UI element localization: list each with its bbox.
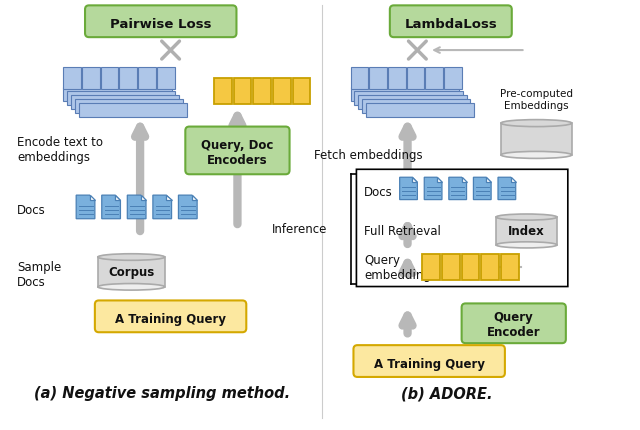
Polygon shape xyxy=(179,196,197,219)
Text: Full Retrieval: Full Retrieval xyxy=(364,225,441,238)
Text: Docs: Docs xyxy=(364,185,393,198)
Bar xyxy=(292,79,310,104)
Text: Query, Doc
Encoders: Query, Doc Encoders xyxy=(201,139,274,167)
Polygon shape xyxy=(153,196,172,219)
Bar xyxy=(461,254,479,280)
FancyBboxPatch shape xyxy=(85,6,236,38)
Text: Pairwise Loss: Pairwise Loss xyxy=(110,18,211,31)
Polygon shape xyxy=(486,178,491,183)
Bar xyxy=(422,254,440,280)
FancyBboxPatch shape xyxy=(95,301,246,332)
Polygon shape xyxy=(76,196,95,219)
Ellipse shape xyxy=(501,120,572,127)
Bar xyxy=(362,99,470,114)
Bar xyxy=(67,92,175,105)
Bar xyxy=(406,68,424,89)
Bar xyxy=(351,88,459,101)
Text: Fetch embeddings: Fetch embeddings xyxy=(314,148,423,162)
Bar xyxy=(234,79,252,104)
Polygon shape xyxy=(166,196,172,201)
Polygon shape xyxy=(127,196,146,219)
Bar xyxy=(355,92,463,105)
Bar xyxy=(351,68,368,89)
Text: (a) Negative sampling method.: (a) Negative sampling method. xyxy=(34,385,290,400)
Polygon shape xyxy=(449,178,467,200)
FancyBboxPatch shape xyxy=(356,170,568,287)
Ellipse shape xyxy=(496,242,557,249)
Bar xyxy=(76,99,184,114)
Bar xyxy=(273,79,291,104)
Text: Sample
Docs: Sample Docs xyxy=(17,260,61,288)
Bar xyxy=(157,68,175,89)
Polygon shape xyxy=(511,178,516,183)
Text: Docs: Docs xyxy=(17,203,46,216)
Bar xyxy=(358,95,467,109)
Polygon shape xyxy=(399,178,417,200)
Text: Pre-computed
Embeddings: Pre-computed Embeddings xyxy=(500,89,573,111)
Bar xyxy=(100,68,118,89)
Bar xyxy=(214,79,232,104)
Polygon shape xyxy=(90,196,95,201)
Bar xyxy=(366,104,474,117)
Text: A Training Query: A Training Query xyxy=(115,312,226,325)
Polygon shape xyxy=(437,178,442,183)
Polygon shape xyxy=(141,196,146,201)
Bar xyxy=(82,68,100,89)
Text: A Training Query: A Training Query xyxy=(374,357,484,370)
Bar xyxy=(63,68,81,89)
Bar xyxy=(481,254,499,280)
Polygon shape xyxy=(412,178,417,183)
Bar xyxy=(98,258,164,287)
Ellipse shape xyxy=(98,254,164,261)
Bar xyxy=(501,254,518,280)
Text: LambdaLoss: LambdaLoss xyxy=(404,18,497,31)
Text: Index: Index xyxy=(508,225,545,238)
Bar xyxy=(369,68,387,89)
Bar xyxy=(501,124,572,156)
Polygon shape xyxy=(474,178,491,200)
Bar xyxy=(496,218,557,245)
FancyBboxPatch shape xyxy=(186,127,289,175)
Text: Corpus: Corpus xyxy=(108,266,154,279)
Text: Query
embedding: Query embedding xyxy=(364,253,431,281)
Text: Inference: Inference xyxy=(271,223,327,236)
Text: Query
Encoder: Query Encoder xyxy=(487,310,541,338)
Polygon shape xyxy=(115,196,120,201)
Bar xyxy=(425,68,443,89)
Ellipse shape xyxy=(501,152,572,159)
Bar xyxy=(71,95,179,109)
Bar xyxy=(79,104,188,117)
Bar xyxy=(442,254,460,280)
Bar xyxy=(388,68,406,89)
FancyBboxPatch shape xyxy=(390,6,512,38)
Bar xyxy=(253,79,271,104)
Ellipse shape xyxy=(98,284,164,290)
Text: (b) ADORE.: (b) ADORE. xyxy=(401,385,493,400)
Bar xyxy=(138,68,156,89)
Bar xyxy=(444,68,461,89)
Bar xyxy=(120,68,137,89)
Polygon shape xyxy=(498,178,516,200)
FancyBboxPatch shape xyxy=(353,345,505,377)
Text: Encode text to
embeddings: Encode text to embeddings xyxy=(17,136,103,164)
Polygon shape xyxy=(424,178,442,200)
Polygon shape xyxy=(461,178,467,183)
Ellipse shape xyxy=(496,215,557,221)
FancyBboxPatch shape xyxy=(461,304,566,344)
Bar xyxy=(63,88,172,101)
Polygon shape xyxy=(192,196,197,201)
Polygon shape xyxy=(102,196,120,219)
